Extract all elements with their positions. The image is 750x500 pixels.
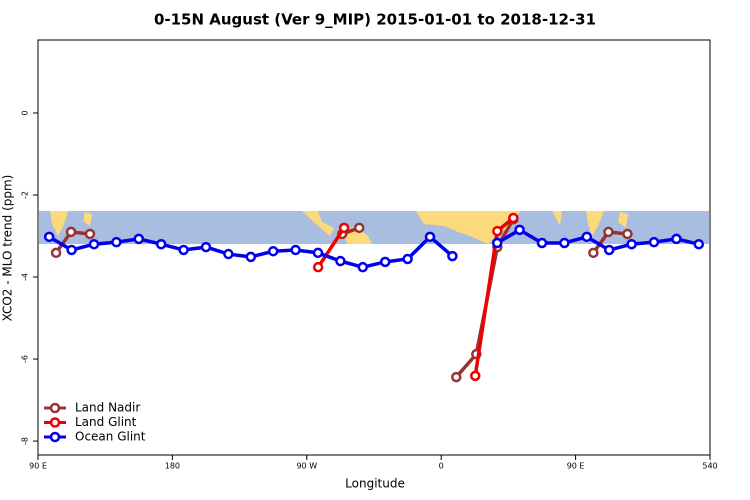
point: [335, 255, 346, 267]
legend-label: Land Glint: [75, 415, 137, 429]
land: [552, 211, 562, 226]
plot-frame: [37, 39, 711, 456]
point: [66, 244, 77, 256]
x-tick-label: 90 W: [296, 462, 317, 471]
x-axis-label: Longitude: [345, 477, 405, 491]
y-axis-label: XCO2 - MLO trend (ppm): [1, 175, 15, 322]
x-tick-label: 540: [702, 462, 717, 471]
point: [178, 244, 189, 256]
point: [245, 251, 257, 263]
land: [586, 211, 604, 236]
land: [302, 211, 334, 236]
legend-marker: [49, 417, 61, 428]
point: [357, 261, 369, 273]
chart-title: 0-15N August (Ver 9_MIP) 2015-01-01 to 2…: [154, 11, 596, 29]
point: [559, 237, 570, 249]
y-tick-label: -8: [21, 437, 30, 445]
land: [416, 211, 520, 244]
point: [693, 238, 705, 250]
point: [65, 226, 77, 238]
point: [492, 225, 503, 237]
point: [84, 228, 96, 240]
legend-marker: [49, 431, 61, 443]
legend-label: Ocean Glint: [75, 430, 146, 444]
point: [671, 233, 682, 245]
point: [43, 231, 55, 243]
point: [424, 231, 436, 243]
point: [603, 244, 615, 256]
point: [491, 237, 503, 249]
point: [447, 250, 458, 262]
point: [111, 236, 122, 248]
land: [618, 212, 628, 228]
point: [626, 238, 637, 250]
point: [312, 261, 324, 273]
point: [290, 244, 301, 256]
series-line: [496, 227, 700, 252]
point: [451, 371, 462, 383]
point: [133, 233, 145, 245]
point: [353, 222, 365, 234]
point: [379, 256, 391, 268]
point: [514, 224, 525, 236]
y-tick-label: -4: [21, 273, 30, 281]
legend-marker: [49, 402, 61, 414]
map-band: [39, 211, 709, 244]
point: [155, 238, 167, 250]
point: [648, 236, 660, 248]
point: [223, 248, 234, 260]
point: [588, 247, 599, 259]
y-tick-label: 0: [21, 110, 30, 115]
point: [200, 241, 212, 253]
land: [84, 212, 92, 226]
legend-label: Land Nadir: [75, 401, 140, 415]
y-tick-label: -2: [21, 191, 30, 199]
point: [622, 228, 633, 240]
land: [50, 211, 68, 236]
point: [267, 245, 279, 257]
point: [603, 226, 614, 238]
x-tick-label: 180: [165, 462, 180, 471]
point: [88, 238, 100, 250]
x-tick-label: 0: [439, 462, 444, 471]
point: [312, 247, 324, 259]
y-tick-label: -6: [21, 355, 30, 363]
x-tick-label: 90 E: [29, 462, 47, 471]
point: [50, 247, 62, 259]
point: [536, 237, 548, 249]
x-tick-label: 90 E: [567, 462, 585, 471]
series-line: [316, 226, 346, 269]
point: [581, 231, 593, 243]
point: [469, 370, 481, 382]
point: [402, 253, 413, 265]
point: [338, 222, 350, 234]
point: [508, 212, 519, 224]
